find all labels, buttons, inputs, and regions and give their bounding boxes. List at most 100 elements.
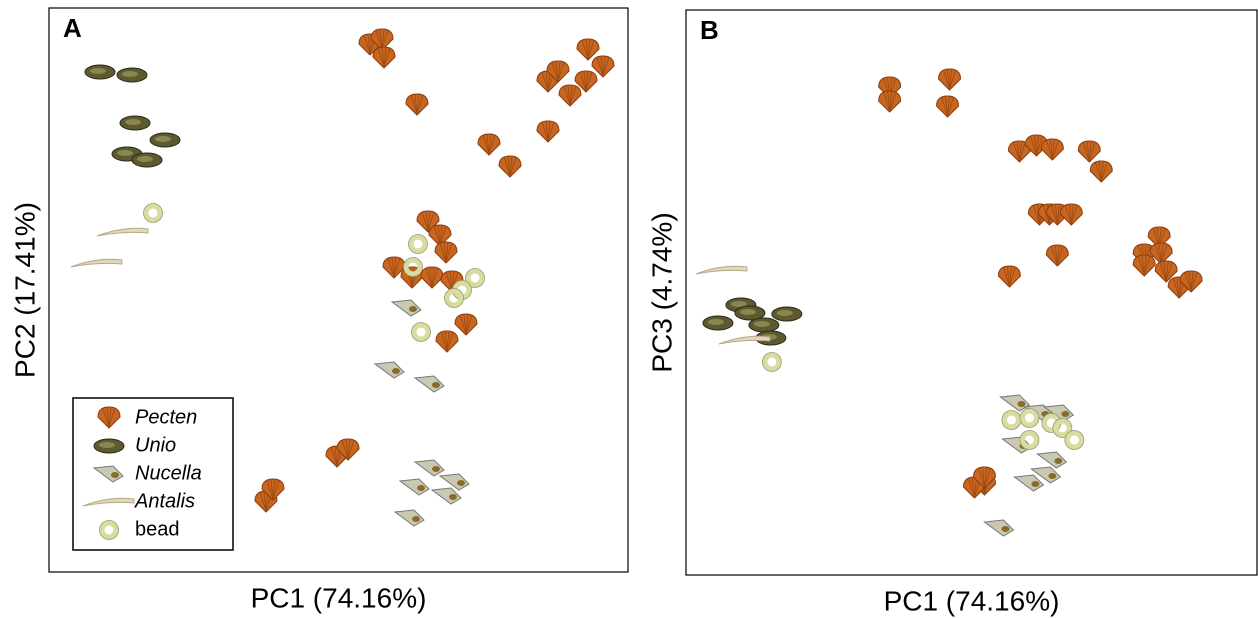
pecten-rib [596,56,604,77]
data-point [997,265,1021,288]
nucella-aperture [457,480,465,486]
y-axis-label: PC2 (17.41%) [9,202,40,378]
unio-shine [117,150,133,156]
pecten-rib [427,211,431,232]
pecten-shell [428,224,452,247]
pecten-shell [440,270,464,293]
bead-ring [465,268,485,288]
pecten-rib [978,467,985,488]
data-point [149,132,181,148]
unio-shine [707,319,724,325]
pecten-shell [454,313,478,336]
pecten-rib [431,267,435,288]
data-point [370,28,394,51]
data-point [444,288,464,308]
pecten-rib [445,242,449,263]
unio-shine [90,68,106,74]
data-point [116,67,148,83]
pecten-rib [1003,266,1010,287]
pecten-rib [889,91,893,112]
plot-frame [685,9,1258,576]
pecten-rib [1190,271,1198,292]
pecten-rib [982,467,985,488]
pecten-shell [1132,254,1156,277]
pecten-shell [1059,203,1083,226]
pecten-rib [974,477,977,498]
nucella-shell [413,459,445,477]
pecten-rib [381,29,385,50]
pecten-rib [541,121,549,142]
pecten-shell [370,28,394,51]
pecten-rib [1088,141,1096,162]
data-point [1013,474,1045,492]
bead-edge [465,268,485,288]
data-point [1019,430,1040,450]
bead-ring [1019,430,1039,450]
nucella-shell [373,361,405,379]
unio-shine [125,119,141,125]
legend-label: Antalis [134,490,195,512]
data-point [574,70,598,93]
pecten-rib [1050,204,1058,225]
data-point [1019,408,1040,428]
data-point [70,258,123,268]
pecten-shell [1149,242,1173,265]
data-point [119,115,151,131]
legend-label: bead [135,518,180,540]
pecten-shell [405,93,429,116]
pecten-shell [878,76,902,99]
pecten-rib [440,331,448,352]
bead-ring [143,203,163,223]
pecten-rib [1009,266,1016,287]
pecten-rib [1160,243,1168,264]
pecten-shell [558,84,582,107]
pecten-rib [431,267,439,288]
data-point [405,93,429,116]
pecten-rib [1098,161,1102,182]
pecten-rib [410,94,418,115]
data-point [591,55,615,78]
bead-ring [411,322,431,342]
pecten-rib [1013,141,1020,162]
nucella-shell [430,487,462,505]
x-axis-label: PC1 (74.16%) [884,585,1060,616]
data-point [1040,138,1064,161]
legend: Pecten Unio Nucella Antalis bead [72,397,234,551]
pecten-rib [602,56,610,77]
pecten-rib [941,96,948,117]
pecten-rib [1165,261,1173,282]
data-point [96,227,149,237]
data-point [695,265,748,275]
data-point [936,95,960,118]
data-point [416,210,440,233]
data-point [771,306,803,322]
pecten-rib [509,156,517,177]
data-point [408,234,428,254]
pecten-shell [574,70,598,93]
nucella-shell [398,478,430,496]
nucella-shell [413,375,445,393]
data-point [430,487,462,505]
unio-shine [776,310,793,316]
pecten-rib [557,61,561,82]
pecten-rib [1030,135,1037,156]
data-point [1077,140,1101,163]
data-point [420,266,444,289]
pecten-rib [1054,204,1058,225]
bead-ring [408,234,428,254]
pecten-rib [272,479,280,500]
data-point [1030,466,1062,484]
pecten-rib [1184,271,1192,292]
pecten-rib [451,271,455,292]
pecten-rib [557,61,565,82]
pecten-shell [1040,138,1064,161]
pecten-rib [416,94,420,115]
pecten-rib [551,61,559,82]
bead-edge [1019,430,1040,450]
bead-edge [1019,408,1040,428]
pecten-rib [555,61,559,82]
pecten-rib [381,29,389,50]
data-point [498,155,522,178]
pecten-rib [1088,141,1092,162]
pecten-rib [1019,141,1026,162]
